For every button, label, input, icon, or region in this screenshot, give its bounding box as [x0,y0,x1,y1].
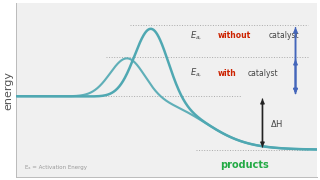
Text: catalyst: catalyst [268,31,299,40]
Text: without: without [217,31,251,40]
Text: catalyst: catalyst [247,69,278,78]
Text: $\mathit{E}_{a,}$: $\mathit{E}_{a,}$ [190,67,203,79]
Text: $\Delta$H: $\Delta$H [270,118,283,129]
Text: with: with [217,69,236,78]
Text: $\mathit{E}_{a,}$: $\mathit{E}_{a,}$ [190,30,203,42]
Text: Eₐ = Activation Energy: Eₐ = Activation Energy [25,165,87,170]
Text: products: products [220,160,269,170]
Y-axis label: energy: energy [4,71,13,109]
